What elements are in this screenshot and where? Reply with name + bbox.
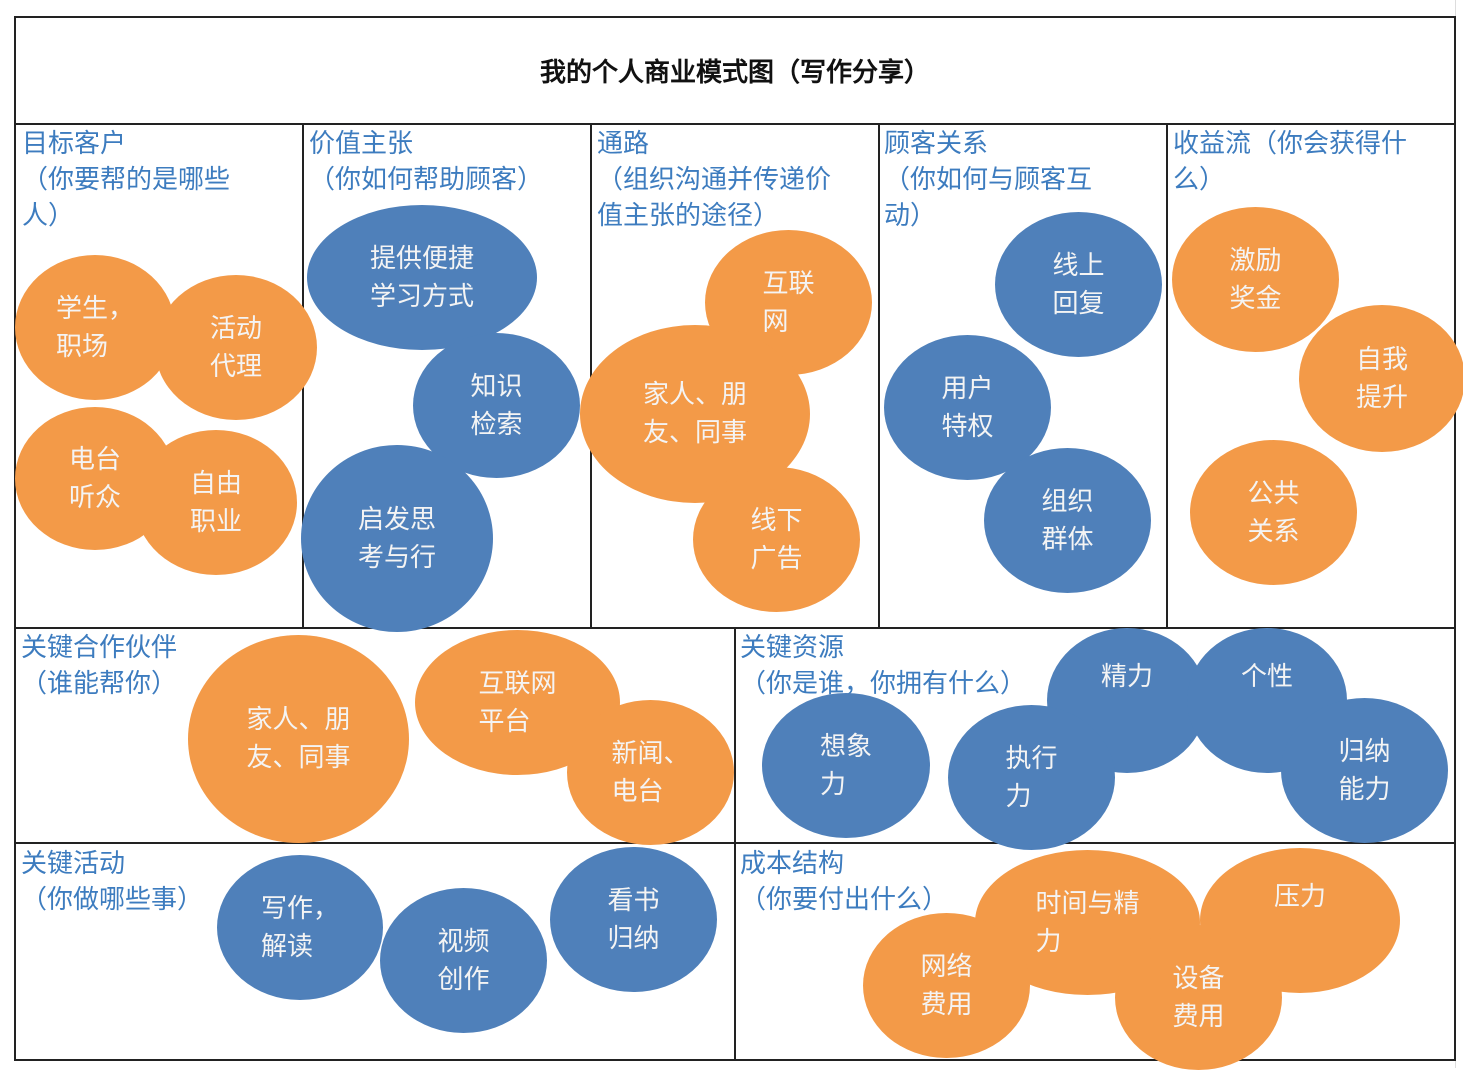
bubble-inspire: 启发思 考与行 [301, 445, 493, 632]
bubble-offline-ads: 线下 广告 [693, 467, 860, 612]
border [15, 123, 1455, 125]
bubble-reading: 看书 归纳 [550, 847, 717, 992]
bubble-knowledge-search: 知识 检索 [413, 333, 580, 478]
customers-heading: 目标客户 （你要帮的是哪些 人） [22, 129, 231, 231]
border [734, 628, 736, 1060]
resources-heading: 关键资源 （你是谁，你拥有什么） [740, 633, 1027, 699]
bubble-network-cost: 网络 费用 [863, 913, 1030, 1058]
bubble-writing: 写作， 解读 [217, 855, 383, 1000]
bubble-news-radio: 新闻、 电台 [567, 700, 734, 845]
partners-heading: 关键合作伙伴 （谁能帮你） [21, 633, 178, 699]
bubble-bonus: 激励 奖金 [1172, 207, 1339, 352]
bubble-freelancers: 自由 职业 [135, 430, 297, 575]
border [14, 16, 16, 1061]
bubble-partner-family: 家人、朋 友、同事 [188, 635, 409, 843]
bubble-equipment-cost: 设备 费用 [1115, 925, 1282, 1070]
bubble-public-relations: 公共 关系 [1190, 440, 1357, 585]
revenue-heading: 收益流（你会获得什 么） [1173, 129, 1408, 195]
value-heading: 价值主张 （你如何帮助顾客） [309, 129, 544, 195]
bubble-imagination: 想象 力 [762, 693, 930, 838]
bubble-groups: 组织 群体 [984, 448, 1151, 593]
relations-heading: 顾客关系 （你如何与顾客互 动） [884, 129, 1093, 231]
bubble-convenient-learning: 提供便捷 学习方式 [307, 205, 537, 350]
border [15, 16, 1455, 18]
bubble-video: 视频 创作 [380, 888, 547, 1033]
bubble-personality: 个性 [1187, 628, 1347, 773]
bubble-execution: 执行 力 [948, 705, 1115, 850]
channels-heading: 通路 （组织沟通并传递价 值主张的途径） [597, 129, 832, 231]
spreadsheet-grid-edge [1455, 0, 1463, 1068]
border [878, 124, 880, 628]
bubble-self-improvement: 自我 提升 [1299, 305, 1463, 452]
bubble-family-friends: 家人、朋 友、同事 [580, 325, 810, 503]
border [1454, 16, 1456, 1061]
bubble-user-privilege: 用户 特权 [884, 335, 1051, 480]
bubble-induction: 归纳 能力 [1281, 698, 1448, 843]
activities-heading: 关键活动 （你做哪些事） [21, 849, 204, 915]
canvas-title: 我的个人商业模式图（写作分享） [539, 57, 930, 88]
cost-heading: 成本结构 （你要付出什么） [740, 849, 949, 915]
border [15, 1059, 1455, 1061]
border [1166, 124, 1168, 628]
bubble-online-reply: 线上 回复 [995, 212, 1162, 357]
bubble-students: 学生， 职场 [15, 255, 175, 400]
bubble-event-agents: 活动 代理 [155, 275, 317, 420]
